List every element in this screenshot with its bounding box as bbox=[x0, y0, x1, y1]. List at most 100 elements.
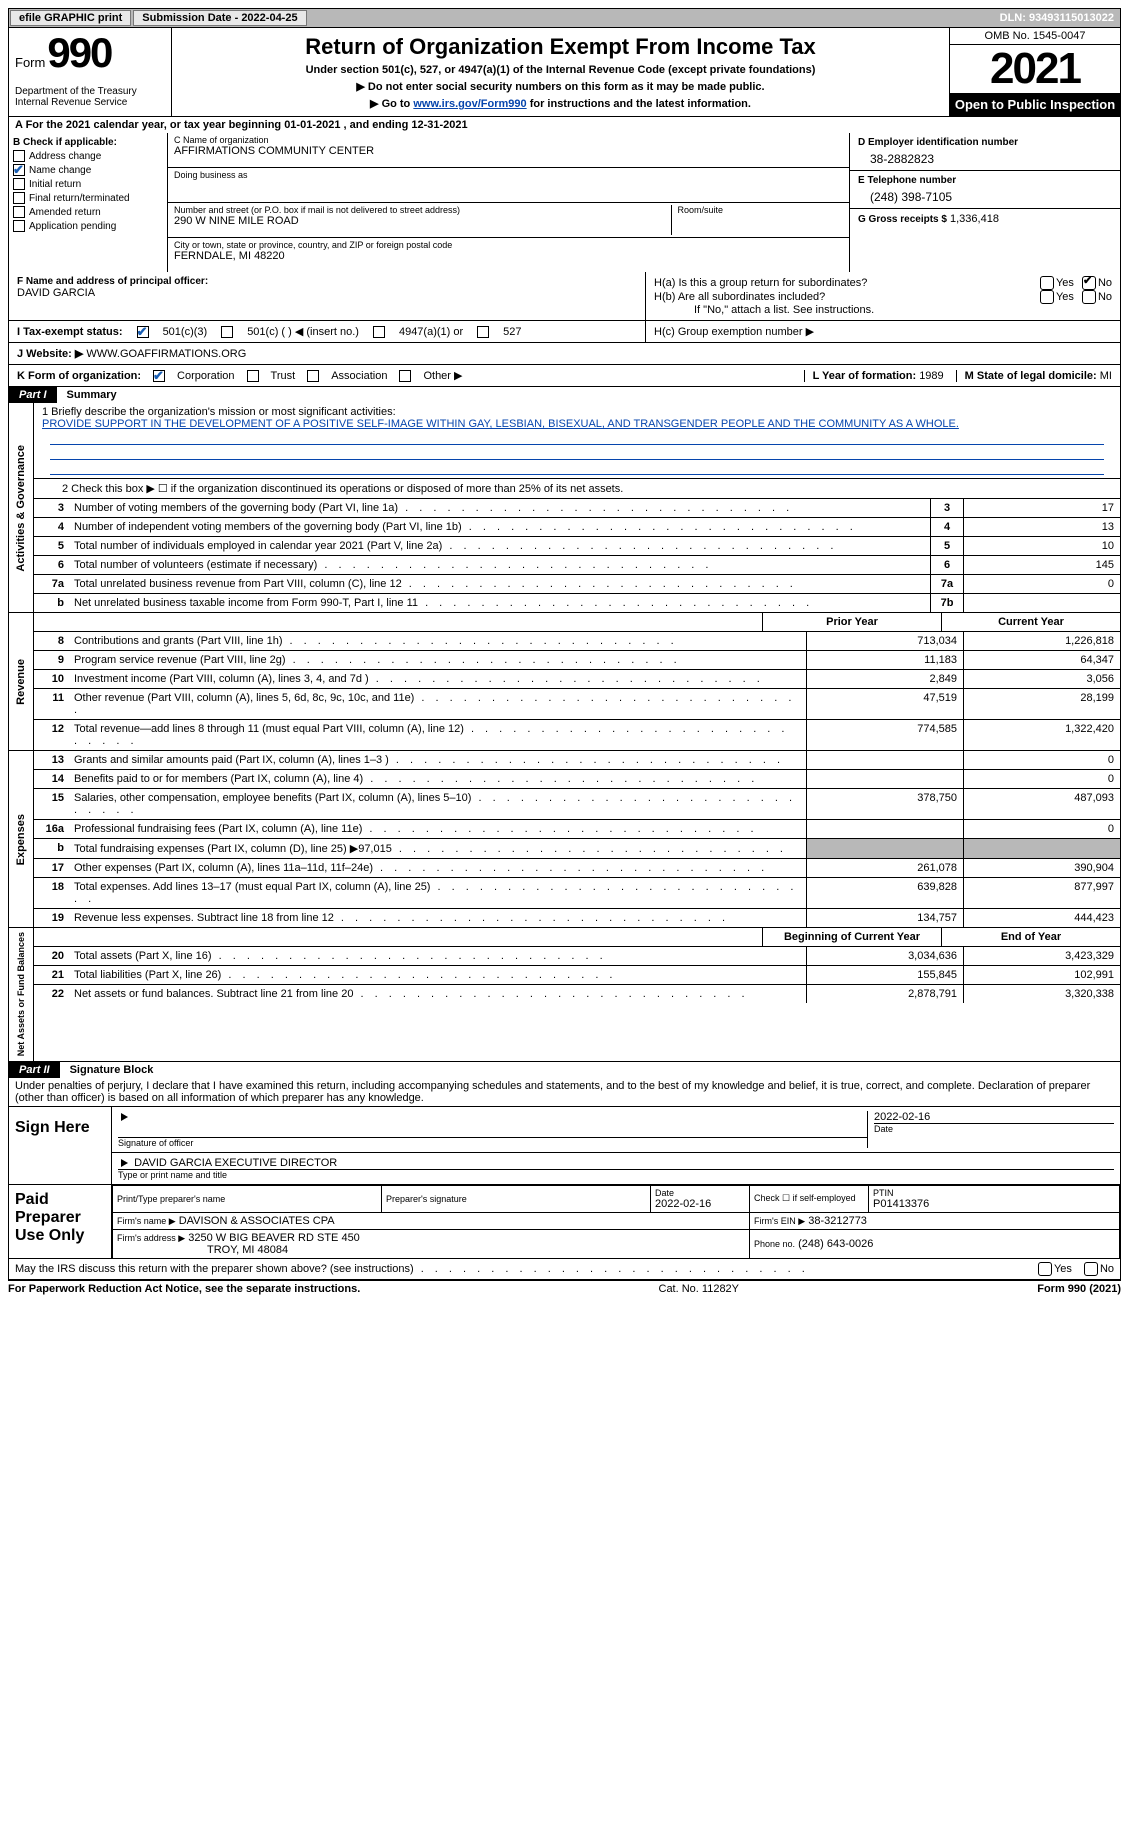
firm-phone: (248) 643-0026 bbox=[798, 1238, 873, 1250]
line-text: Total revenue—add lines 8 through 11 (mu… bbox=[70, 720, 806, 750]
line-text: Number of independent voting members of … bbox=[70, 518, 930, 536]
form-header: Form 990 Department of the Treasury Inte… bbox=[8, 28, 1121, 117]
current-year-val: 28,199 bbox=[963, 689, 1120, 719]
current-year-hdr: Current Year bbox=[941, 613, 1120, 631]
line-no: 11 bbox=[34, 689, 70, 719]
line-no: 15 bbox=[34, 789, 70, 819]
line-no: 13 bbox=[34, 751, 70, 769]
h-b-note: If "No," attach a list. See instructions… bbox=[654, 304, 1112, 316]
mission-text: PROVIDE SUPPORT IN THE DEVELOPMENT OF A … bbox=[42, 418, 1112, 430]
city-label: City or town, state or province, country… bbox=[174, 240, 843, 250]
current-year-val: 3,320,338 bbox=[963, 985, 1120, 1003]
gross-value: 1,336,418 bbox=[950, 213, 999, 225]
line-no: 7a bbox=[34, 575, 70, 593]
chk-app-pending[interactable] bbox=[13, 220, 25, 232]
perjury-text: Under penalties of perjury, I declare th… bbox=[8, 1078, 1121, 1107]
sig-officer-label: Signature of officer bbox=[118, 1137, 867, 1148]
current-year-val: 0 bbox=[963, 751, 1120, 769]
sig-nametype: Type or print name and title bbox=[118, 1169, 1114, 1180]
dept-treasury: Department of the Treasury Internal Reve… bbox=[15, 86, 165, 108]
chk-501c[interactable] bbox=[221, 326, 233, 338]
open-inspection: Open to Public Inspection bbox=[950, 93, 1120, 116]
website-label: J Website: ▶ bbox=[17, 348, 83, 360]
col-b-checkboxes: B Check if applicable: Address change Na… bbox=[9, 133, 168, 272]
prep-date: 2022-02-16 bbox=[655, 1198, 711, 1210]
line-box: 4 bbox=[930, 518, 963, 536]
current-year-val: 0 bbox=[963, 770, 1120, 788]
org-name: AFFIRMATIONS COMMUNITY CENTER bbox=[174, 145, 843, 157]
line-value bbox=[963, 594, 1120, 612]
ein-value: 38-2882823 bbox=[870, 152, 1112, 166]
form-note-1: ▶ Do not enter social security numbers o… bbox=[184, 80, 937, 93]
efile-button[interactable]: efile GRAPHIC print bbox=[10, 10, 131, 26]
chk-other[interactable] bbox=[399, 370, 411, 382]
current-year-val: 487,093 bbox=[963, 789, 1120, 819]
submission-date-button[interactable]: Submission Date - 2022-04-25 bbox=[133, 10, 306, 26]
omb-number: OMB No. 1545-0047 bbox=[950, 28, 1120, 45]
year-formation: 1989 bbox=[919, 370, 943, 382]
prior-year-val bbox=[806, 751, 963, 769]
form-number: 990 bbox=[47, 32, 111, 74]
line-box: 7a bbox=[930, 575, 963, 593]
line-no: 12 bbox=[34, 720, 70, 750]
current-year-val: 444,423 bbox=[963, 909, 1120, 927]
chk-initial-return[interactable] bbox=[13, 178, 25, 190]
part-i-badge: Part I bbox=[9, 387, 57, 403]
chk-final-return[interactable] bbox=[13, 192, 25, 204]
line-no: 16a bbox=[34, 820, 70, 838]
line-text: Total liabilities (Part X, line 26) bbox=[70, 966, 806, 984]
line-box: 6 bbox=[930, 556, 963, 574]
org-city: FERNDALE, MI 48220 bbox=[174, 250, 843, 262]
mission-label: 1 Briefly describe the organization's mi… bbox=[42, 406, 1112, 418]
h-a: H(a) Is this a group return for subordin… bbox=[654, 277, 1040, 289]
chk-trust[interactable] bbox=[247, 370, 259, 382]
line-text: Program service revenue (Part VIII, line… bbox=[70, 651, 806, 669]
form-footer: Form 990 (2021) bbox=[1037, 1283, 1121, 1295]
line-value: 17 bbox=[963, 499, 1120, 517]
chk-amended[interactable] bbox=[13, 206, 25, 218]
discuss-yes[interactable] bbox=[1038, 1262, 1052, 1276]
prior-year-val: 639,828 bbox=[806, 878, 963, 908]
discuss-no[interactable] bbox=[1084, 1262, 1098, 1276]
irs-link[interactable]: www.irs.gov/Form990 bbox=[413, 98, 526, 110]
ha-yes[interactable] bbox=[1040, 276, 1054, 290]
line-box: 7b bbox=[930, 594, 963, 612]
line-text: Salaries, other compensation, employee b… bbox=[70, 789, 806, 819]
top-toolbar: efile GRAPHIC print Submission Date - 20… bbox=[8, 8, 1121, 28]
line-no: 17 bbox=[34, 859, 70, 877]
chk-name-change[interactable] bbox=[13, 164, 25, 176]
self-employed: Check ☐ if self-employed bbox=[750, 1185, 869, 1212]
chk-corp[interactable] bbox=[153, 370, 165, 382]
line-text: Total number of individuals employed in … bbox=[70, 537, 930, 555]
hb-yes[interactable] bbox=[1040, 290, 1054, 304]
line-no: 20 bbox=[34, 947, 70, 965]
chk-527[interactable] bbox=[477, 326, 489, 338]
line-text: Professional fundraising fees (Part IX, … bbox=[70, 820, 806, 838]
line-text: Net unrelated business taxable income fr… bbox=[70, 594, 930, 612]
hb-no[interactable] bbox=[1082, 290, 1096, 304]
line-2: 2 Check this box ▶ ☐ if the organization… bbox=[34, 479, 1120, 498]
ha-no[interactable] bbox=[1082, 276, 1096, 290]
section-ag: Activities & Governance bbox=[13, 441, 29, 576]
line-text: Total number of volunteers (estimate if … bbox=[70, 556, 930, 574]
tax-exempt-label: I Tax-exempt status: bbox=[17, 326, 123, 338]
chk-4947[interactable] bbox=[373, 326, 385, 338]
prior-year-hdr: Prior Year bbox=[762, 613, 941, 631]
chk-assoc[interactable] bbox=[307, 370, 319, 382]
prior-year-val: 2,849 bbox=[806, 670, 963, 688]
discuss-text: May the IRS discuss this return with the… bbox=[15, 1263, 1038, 1275]
line-text: Other expenses (Part IX, column (A), lin… bbox=[70, 859, 806, 877]
chk-address-change[interactable] bbox=[13, 150, 25, 162]
h-b: H(b) Are all subordinates included? bbox=[654, 291, 1040, 303]
line-no: 9 bbox=[34, 651, 70, 669]
line-no: 18 bbox=[34, 878, 70, 908]
current-year-val: 0 bbox=[963, 820, 1120, 838]
h-c: H(c) Group exemption number ▶ bbox=[646, 321, 1120, 342]
chk-501c3[interactable] bbox=[137, 326, 149, 338]
line-no: 14 bbox=[34, 770, 70, 788]
prior-year-val bbox=[806, 839, 963, 858]
gross-label: G Gross receipts $ bbox=[858, 214, 947, 225]
line-value: 0 bbox=[963, 575, 1120, 593]
begin-year-hdr: Beginning of Current Year bbox=[762, 928, 941, 946]
line-no: 19 bbox=[34, 909, 70, 927]
